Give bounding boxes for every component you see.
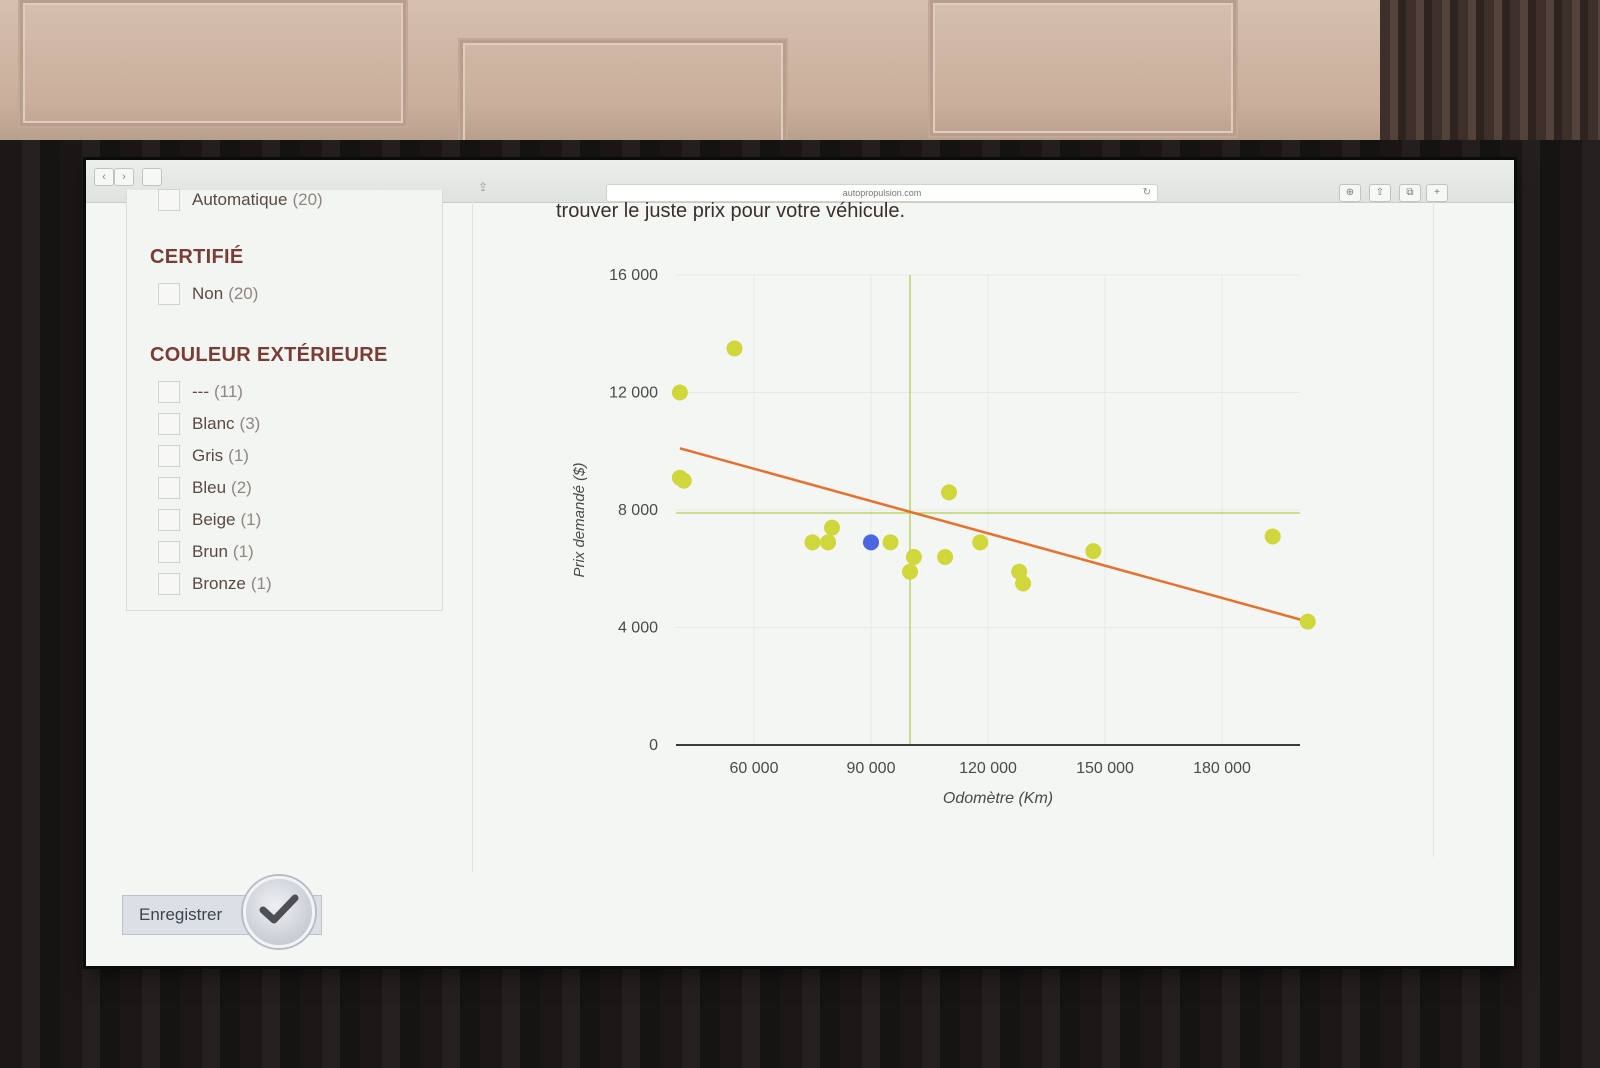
highlighted-data-point (863, 534, 879, 551)
data-point (1264, 528, 1281, 545)
reload-icon[interactable]: ↻ (1142, 187, 1151, 198)
chart-grid (676, 274, 1300, 746)
data-point (882, 534, 899, 551)
filter-option-label: Bronze (192, 574, 246, 593)
filter-option-label: Non (192, 284, 224, 303)
data-point (804, 534, 821, 551)
data-point (675, 472, 692, 489)
checkbox[interactable] (158, 573, 180, 595)
filter-option-automatique[interactable]: Automatique (20) (158, 188, 323, 212)
filter-option-color[interactable]: --- (11) (158, 380, 243, 404)
column-divider (1433, 202, 1434, 857)
x-tick-label: 60 000 (730, 760, 779, 777)
filter-title-couleur-exterieure: COULEUR EXTÉRIEURE (150, 344, 388, 366)
x-axis-label: Odomètre (Km) (943, 790, 1053, 807)
y-tick-label: 16 000 (609, 267, 658, 284)
filter-option-color[interactable]: Bronze (1) (158, 572, 272, 596)
filter-option-label: --- (192, 382, 209, 401)
chart-reference-lines (676, 275, 1300, 745)
filter-title-certifie: CERTIFIÉ (150, 246, 244, 268)
checkbox[interactable] (158, 413, 180, 435)
data-point (671, 384, 688, 401)
new-tab-button[interactable]: + (1426, 184, 1448, 202)
filter-option-count: (20) (292, 190, 323, 209)
checkbox[interactable] (158, 541, 180, 563)
filter-option-label: Automatique (192, 190, 288, 209)
data-point (1299, 613, 1316, 630)
chart-points (671, 340, 1316, 630)
wall-panel (460, 40, 786, 156)
wall-panel (20, 0, 406, 126)
y-tick-label: 0 (649, 737, 658, 754)
checkbox[interactable] (158, 381, 180, 403)
data-point (905, 549, 922, 565)
data-point (937, 549, 954, 565)
data-point (1015, 575, 1032, 592)
share-icon[interactable]: ⇪ (478, 180, 489, 194)
filter-option-count: (20) (228, 284, 259, 303)
checkbox[interactable] (158, 445, 180, 467)
filter-option-count: (3) (239, 414, 261, 433)
projected-screen: ‹ › ⇪ autopropulsion.com ↻ ⊕ ⇧ ⧉ + Autom… (86, 160, 1514, 966)
checkbox[interactable] (158, 477, 180, 499)
filter-option-label: Bleu (192, 478, 227, 497)
filter-option-count: (11) (213, 382, 243, 401)
data-point (972, 534, 989, 551)
chart-axes: 0 4 000 8 000 12 000 16 000 60 000 90 000 120 0… (609, 267, 1300, 777)
filter-option-label: Blanc (192, 414, 235, 433)
data-point (820, 534, 837, 551)
chart-trend-line (679, 447, 1309, 623)
filter-option-count: (1) (228, 446, 249, 465)
x-tick-label: 150 000 (1076, 760, 1134, 777)
data-point (1085, 543, 1102, 560)
x-tick-label: 180 000 (1193, 760, 1251, 777)
filter-option-color[interactable]: Beige (1) (158, 508, 261, 532)
url-text: autopropulsion.com (842, 188, 922, 198)
filter-option-count: (1) (232, 542, 254, 561)
checkbox[interactable] (158, 283, 180, 305)
x-tick-label: 90 000 (847, 760, 896, 777)
back-button[interactable]: ‹ (94, 168, 114, 186)
filter-option-color[interactable]: Gris (1) (158, 444, 249, 468)
filter-option-label: Brun (192, 542, 228, 561)
checkmark-icon[interactable] (243, 876, 315, 948)
checkbox[interactable] (158, 509, 180, 531)
intro-text: trouver le juste prix pour votre véhicul… (556, 200, 906, 222)
data-point (902, 563, 918, 580)
filter-option-color[interactable]: Blanc (3) (158, 412, 260, 436)
filter-option-label: Gris (192, 446, 224, 465)
downloads-button[interactable]: ⊕ (1339, 184, 1361, 202)
share-button[interactable]: ⇧ (1369, 184, 1391, 202)
checkbox[interactable] (158, 189, 180, 211)
filter-option-non[interactable]: Non (20) (158, 282, 258, 306)
save-button-label: Enregistrer (139, 905, 223, 924)
data-point (941, 484, 957, 501)
forward-button[interactable]: › (114, 168, 134, 186)
filter-option-count: (1) (240, 510, 262, 529)
column-divider (472, 202, 473, 872)
price-vs-odometer-chart: 0 4 000 8 000 12 000 16 000 60 000 90 000 120 0… (571, 267, 1316, 807)
data-point (824, 519, 840, 536)
tabs-button[interactable]: ⧉ (1399, 184, 1421, 202)
filter-option-color[interactable]: Bleu (2) (158, 476, 252, 500)
y-tick-label: 12 000 (609, 385, 658, 402)
y-tick-label: 4 000 (618, 620, 658, 637)
sidebar-toggle-button[interactable] (142, 168, 162, 186)
y-tick-label: 8 000 (618, 502, 658, 519)
filter-option-count: (2) (231, 478, 252, 497)
y-axis-label: Prix demandé ($) (571, 462, 588, 577)
filter-option-count: (1) (250, 574, 272, 593)
x-tick-label: 120 000 (959, 760, 1017, 777)
address-bar[interactable]: autopropulsion.com ↻ (606, 184, 1158, 202)
filter-option-color[interactable]: Brun (1) (158, 540, 254, 564)
filter-option-label: Beige (192, 510, 236, 529)
data-point (726, 340, 743, 357)
trend-line (679, 447, 1309, 623)
wall-panel (930, 0, 1236, 136)
